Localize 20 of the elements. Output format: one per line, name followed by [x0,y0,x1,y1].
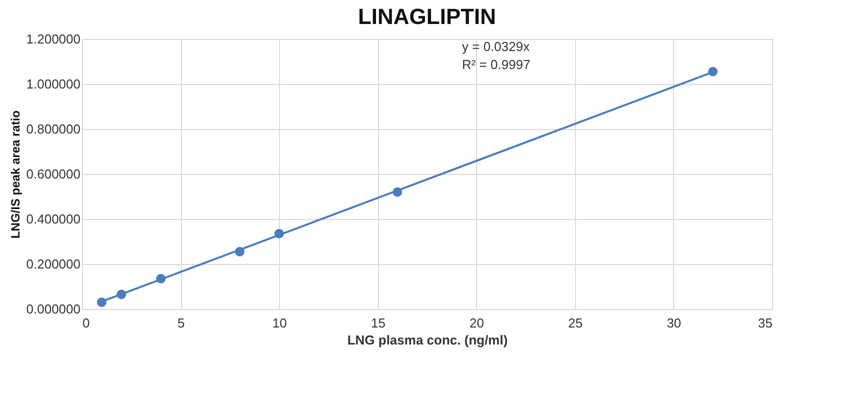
chart-title: LINAGLIPTIN [358,4,496,29]
x-tick-label: 10 [272,316,287,330]
y-tick-label: 0.000000 [26,302,80,316]
y-tick-label: 1.000000 [26,76,80,92]
y-axis-title: LNG/IS peak area ratio [8,110,22,239]
x-tick-label: 25 [568,316,583,330]
y-tick-label: 0.200000 [26,256,80,272]
y-tick-label: 0.400000 [26,212,80,226]
x-tick-label: 20 [470,316,484,330]
annotation: R² = 0.9997 [462,57,530,72]
x-tick-label: 35 [758,316,772,330]
annotation: y = 0.0329x [462,39,530,54]
y-tick-label: 1.200000 [26,32,80,46]
y-tick-label: 0.800000 [26,122,80,136]
x-axis-title: LNG plasma conc. (ng/ml) [347,332,508,348]
x-tick-label: 30 [666,316,682,330]
x-tick-label: 15 [370,316,386,330]
x-tick-label: 5 [177,316,185,330]
y-tick-label: 0.600000 [26,166,80,182]
x-tick-label: 0 [82,316,90,330]
